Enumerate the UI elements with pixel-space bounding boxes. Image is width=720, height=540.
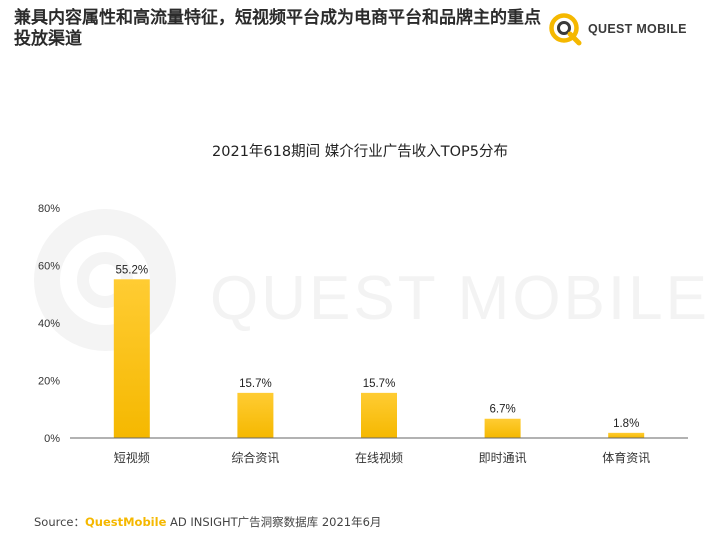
questmobile-logo-icon	[549, 13, 582, 46]
y-tick-label: 60%	[38, 261, 60, 273]
bar	[113, 279, 150, 438]
source-prefix: Source：	[34, 515, 85, 529]
bar	[484, 418, 521, 438]
y-tick-label: 40%	[38, 318, 60, 330]
source-text: AD INSIGHT广告洞察数据库 2021年6月	[166, 515, 382, 529]
data-label: 15.7%	[363, 378, 396, 390]
data-label: 15.7%	[239, 378, 272, 390]
source-note: Source：QuestMobile AD INSIGHT广告洞察数据库 202…	[34, 514, 381, 530]
data-label: 1.8%	[613, 418, 639, 430]
brand-logo: QUEST MOBILE	[548, 12, 708, 46]
x-tick-label: 综合资讯	[231, 450, 279, 465]
data-label: 6.7%	[489, 404, 515, 416]
source-brand: QuestMobile	[85, 515, 167, 529]
y-tick-label: 20%	[38, 376, 60, 388]
bar	[608, 432, 645, 438]
bar	[361, 392, 397, 438]
x-tick-label: 在线视频	[355, 450, 403, 465]
page-headline: 兼具内容属性和高流量特征，短视频平台成为电商平台和品牌主的重点投放渠道	[14, 8, 541, 49]
y-tick-label: 80%	[38, 203, 60, 215]
brand-name: QUEST MOBILE	[588, 22, 687, 36]
y-tick-label: 0%	[44, 433, 60, 445]
bar	[237, 392, 274, 438]
x-tick-label: 体育资讯	[602, 450, 650, 465]
x-tick-label: 即时通讯	[479, 451, 527, 465]
chart-title: 2021年618期间 媒介行业广告收入TOP5分布	[212, 144, 508, 160]
x-tick-label: 短视频	[114, 450, 150, 465]
data-label: 55.2%	[115, 264, 148, 276]
